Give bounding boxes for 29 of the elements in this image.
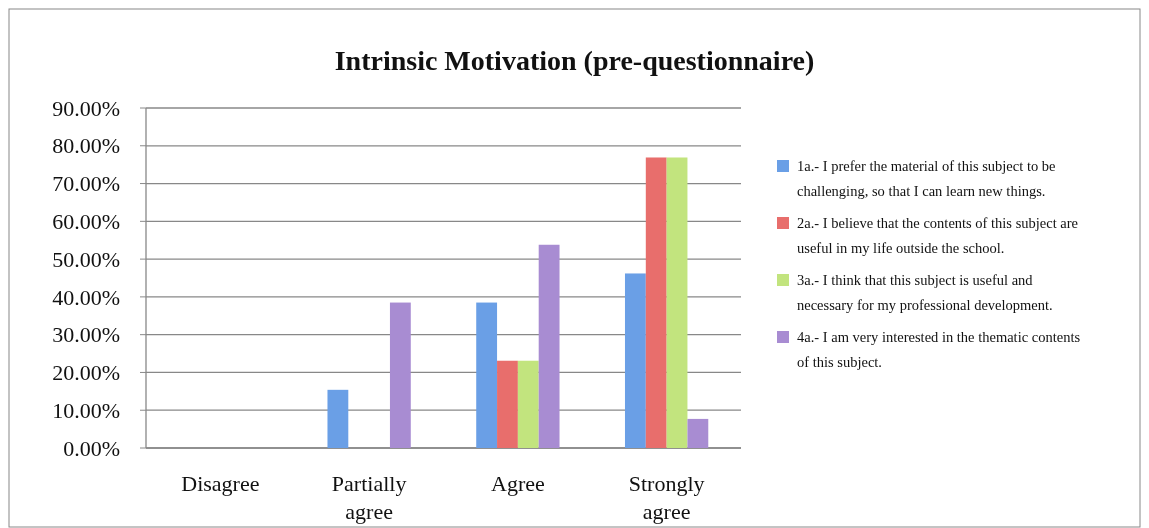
chart-title: Intrinsic Motivation (pre-questionnaire): [334, 45, 815, 76]
legend-label: 2a.- I believe that the contents of this subject are useful in my life outside the school.: [797, 215, 1079, 256]
x-tick-label: Partially agree: [331, 471, 407, 524]
x-tick-label: Agree: [491, 471, 545, 496]
bar: [476, 302, 498, 448]
x-tick-label: Strongly agree: [628, 471, 705, 524]
y-tick-label: 0.00%: [63, 435, 120, 461]
bar: [497, 360, 518, 448]
legend-label: 4a.- I am very interested in the thematic contents of this subject.: [797, 329, 1081, 370]
bar: [666, 157, 688, 448]
bar: [389, 302, 411, 448]
bar: [624, 273, 646, 448]
y-tick-label: 90.00%: [52, 95, 120, 121]
y-tick-label: 40.00%: [52, 284, 120, 310]
bar: [517, 360, 539, 448]
bar: [645, 157, 667, 448]
x-tick-label: Disagree: [181, 471, 260, 496]
y-tick-label: 80.00%: [52, 133, 120, 159]
legend-label: 3a.- I think that this subject is useful and necessary for my professional development.: [797, 272, 1053, 313]
y-tick-label: 70.00%: [52, 171, 120, 197]
bar: [538, 244, 560, 448]
y-tick-label: 10.00%: [52, 397, 120, 423]
y-tick-label: 20.00%: [52, 360, 120, 386]
y-tick-label: 30.00%: [52, 322, 120, 348]
bar: [327, 389, 349, 448]
bar: [687, 418, 709, 448]
y-tick-label: 50.00%: [52, 246, 120, 272]
legend-label: 1a.- I prefer the material of this subject to be challenging, so that I can learn new things.: [797, 158, 1056, 199]
y-tick-label: 60.00%: [52, 209, 120, 235]
